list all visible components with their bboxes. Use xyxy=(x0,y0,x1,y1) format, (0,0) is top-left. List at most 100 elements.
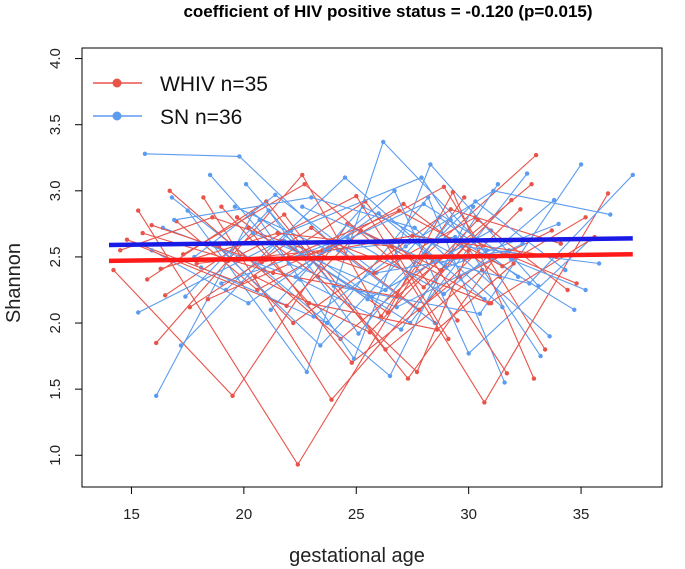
subject-series-sn xyxy=(178,175,543,359)
data-point xyxy=(163,293,168,298)
data-point xyxy=(376,211,381,216)
data-point xyxy=(608,212,613,217)
data-point xyxy=(502,380,507,385)
data-point xyxy=(605,191,611,196)
data-point xyxy=(504,371,510,376)
data-point xyxy=(194,261,199,266)
data-point xyxy=(205,297,211,302)
data-point xyxy=(293,274,298,279)
data-point xyxy=(158,266,163,271)
y-axis: 1.0 1.5 2.0 2.5 3.0 3.5 4.0 xyxy=(47,48,82,466)
data-point xyxy=(509,197,514,203)
y-axis-label: Shannon xyxy=(3,243,25,323)
data-point xyxy=(421,201,426,207)
data-point xyxy=(527,281,532,286)
data-point xyxy=(477,311,483,316)
data-point xyxy=(295,462,300,467)
data-point xyxy=(572,307,577,312)
subject-line xyxy=(137,154,537,466)
subject-line xyxy=(194,194,510,274)
data-point xyxy=(136,208,141,213)
data-point xyxy=(565,287,570,293)
y-tick-label: 3.5 xyxy=(47,114,64,135)
data-point xyxy=(322,248,327,253)
data-point xyxy=(482,400,487,405)
x-tick-label: 35 xyxy=(573,506,590,523)
data-point xyxy=(219,204,224,209)
subject-line xyxy=(133,229,442,307)
y-tick-label: 3.0 xyxy=(47,180,64,201)
data-point xyxy=(181,252,186,257)
subject-line xyxy=(202,197,577,401)
data-point xyxy=(524,171,530,176)
data-point xyxy=(136,310,141,315)
data-point xyxy=(387,373,393,379)
subject-series-whiv xyxy=(187,207,523,312)
data-point xyxy=(356,331,361,336)
data-point xyxy=(419,175,424,180)
data-point xyxy=(255,287,260,293)
data-point xyxy=(207,172,213,178)
data-point xyxy=(302,182,307,187)
data-point xyxy=(401,201,406,207)
data-point xyxy=(405,376,411,381)
data-point xyxy=(529,182,534,187)
data-point xyxy=(381,139,386,145)
data-point xyxy=(486,301,492,306)
subject-line xyxy=(144,153,436,324)
data-point xyxy=(462,195,467,200)
data-point xyxy=(455,318,460,323)
data-point xyxy=(268,307,273,312)
subject-series-whiv xyxy=(216,207,563,326)
data-point xyxy=(154,393,159,398)
data-point xyxy=(345,234,350,240)
chart-title: coefficient of HIV positive status = -0.… xyxy=(183,2,592,21)
data-point xyxy=(392,188,397,193)
data-point xyxy=(482,297,487,302)
data-point xyxy=(230,393,235,398)
data-point xyxy=(630,172,635,178)
trend-lines-layer xyxy=(108,236,633,264)
data-point xyxy=(354,193,359,199)
data-point xyxy=(549,228,554,233)
subject-line xyxy=(169,190,508,374)
subject-line xyxy=(113,223,492,397)
subject-line xyxy=(227,193,609,404)
data-point xyxy=(511,261,516,266)
data-point xyxy=(466,351,471,356)
y-tick-label: 4.0 xyxy=(47,48,64,69)
data-point xyxy=(583,287,588,293)
data-point xyxy=(399,327,404,332)
data-point xyxy=(383,347,388,352)
x-axis-label: gestational age xyxy=(289,545,425,567)
data-point xyxy=(291,320,296,326)
data-point xyxy=(169,195,175,200)
data-point xyxy=(342,175,348,180)
subject-line xyxy=(218,208,561,324)
data-point xyxy=(300,204,305,209)
data-point xyxy=(441,291,447,297)
subject-line xyxy=(189,208,521,311)
subject-line xyxy=(180,176,542,357)
data-point xyxy=(311,314,316,319)
subject-line xyxy=(209,174,523,308)
data-point xyxy=(471,204,476,209)
data-point xyxy=(558,241,563,246)
data-point xyxy=(385,310,390,315)
data-point xyxy=(300,172,305,178)
data-point xyxy=(441,184,447,189)
data-point xyxy=(183,294,188,299)
data-point xyxy=(145,277,150,282)
data-point xyxy=(536,283,541,289)
data-point xyxy=(500,305,505,310)
data-point xyxy=(284,303,289,308)
x-tick-label: 20 xyxy=(236,506,253,523)
data-point xyxy=(448,207,453,212)
data-point xyxy=(509,257,514,262)
data-point xyxy=(473,199,478,204)
subject-series-sn xyxy=(172,195,505,310)
data-point xyxy=(542,347,548,352)
subject-line xyxy=(174,196,503,308)
data-point xyxy=(187,305,193,310)
